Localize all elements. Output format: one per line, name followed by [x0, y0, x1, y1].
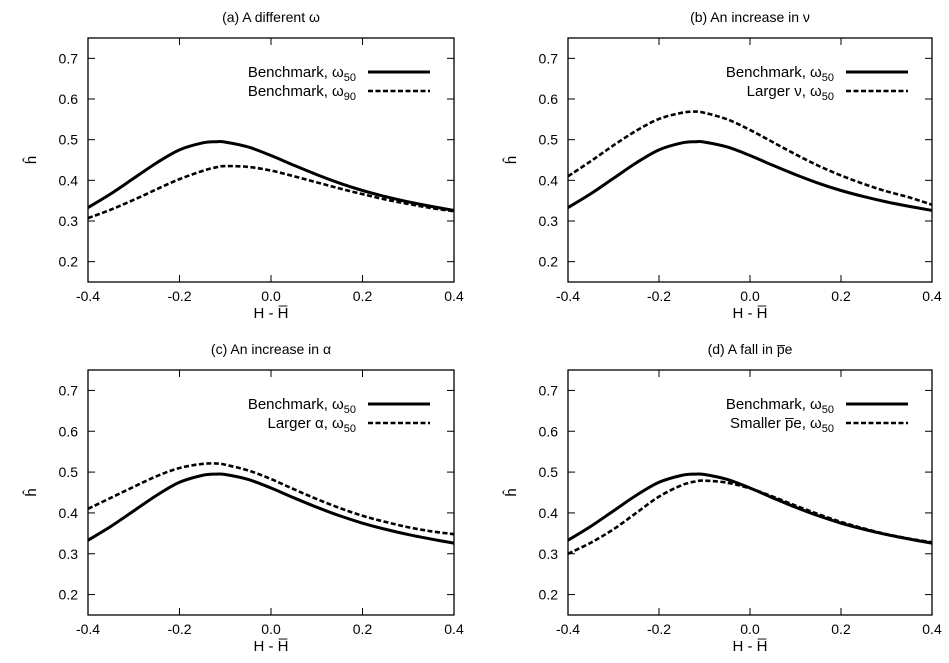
- y-axis-label: ĥ: [22, 488, 40, 496]
- y-tick-label: 0.7: [59, 50, 79, 66]
- y-tick-label: 0.4: [59, 505, 79, 521]
- y-tick-label: 0.2: [539, 254, 559, 270]
- legend-entry-subscript: 50: [344, 423, 356, 435]
- legend-entry-text: Benchmark, ω: [726, 396, 822, 413]
- x-tick-label: 0.0: [740, 288, 760, 304]
- y-axis-label: ĥ: [22, 156, 40, 164]
- y-tick-label: 0.6: [59, 423, 79, 439]
- series-line-dashed: [567, 479, 933, 555]
- series-line-solid: [87, 472, 455, 545]
- x-axis-label: H - H̅: [733, 638, 768, 655]
- y-tick-label: 0.6: [539, 423, 559, 439]
- x-axis-label: H - H̅: [733, 305, 768, 322]
- x-tick-label: -0.2: [167, 621, 191, 637]
- chart-panel-2: (b) An increase in ν -0.4 -0.2 0.0 0.2 0.4 0.2…: [502, 9, 942, 322]
- y-tick-label: 0.4: [539, 505, 559, 521]
- chart-panel-4: (d) A fall in p̅e -0.4 -0.2 0.0 0.2 0.4 0.2 0.3…: [502, 341, 942, 655]
- y-tick-label: 0.6: [539, 91, 559, 107]
- y-tick-label: 0.3: [59, 213, 79, 229]
- x-tick-label: -0.4: [76, 621, 100, 637]
- x-axis-label: H - H̅: [254, 305, 289, 322]
- y-tick-label: 0.5: [59, 464, 79, 480]
- y-tick-label: 0.2: [59, 587, 79, 603]
- y-tick-label: 0.6: [59, 91, 79, 107]
- legend-entry-label: Larger α, ω50: [268, 415, 357, 435]
- legend-entry-label: Benchmark, ω90: [248, 83, 356, 103]
- legend-entry-text: Larger α, ω: [268, 415, 345, 432]
- y-axis-label: ĥ: [502, 488, 520, 496]
- x-tick-label: -0.4: [76, 288, 100, 304]
- legend-entry-text: Benchmark, ω: [248, 64, 344, 81]
- chart-title: (b) An increase in ν: [690, 9, 810, 25]
- legend-entry-subscript: 50: [822, 72, 834, 84]
- x-tick-label: -0.2: [167, 288, 191, 304]
- legend-entry-text: Benchmark, ω: [248, 83, 344, 100]
- legend-entry-text: Benchmark, ω: [248, 396, 344, 413]
- chart-panel-3: (c) An increase in α -0.4 -0.2 0.0 0.2 0.4 0.2…: [22, 341, 464, 655]
- x-tick-label: 0.0: [261, 288, 281, 304]
- x-tick-label: 0.2: [353, 288, 373, 304]
- y-tick-label: 0.7: [59, 382, 79, 398]
- series-line-solid: [87, 140, 455, 212]
- legend-entry-subscript: 50: [344, 404, 356, 416]
- x-tick-label: 0.2: [831, 288, 851, 304]
- legend-entry-text: Smaller p̅e, ω: [730, 415, 822, 432]
- x-tick-label: 0.4: [444, 621, 464, 637]
- legend-entry-subscript: 50: [822, 423, 834, 435]
- y-tick-label: 0.3: [539, 546, 559, 562]
- series-line-dashed: [567, 110, 933, 206]
- y-tick-label: 0.4: [59, 172, 79, 188]
- y-tick-label: 0.4: [539, 172, 559, 188]
- legend-entry-label: Benchmark, ω50: [726, 396, 834, 416]
- y-tick-label: 0.5: [539, 464, 559, 480]
- y-tick-label: 0.3: [59, 546, 79, 562]
- y-tick-label: 0.2: [539, 587, 559, 603]
- legend-entry-subscript: 50: [822, 404, 834, 416]
- y-tick-label: 0.3: [539, 213, 559, 229]
- y-tick-label: 0.7: [539, 50, 559, 66]
- series-line-dashed: [87, 164, 455, 220]
- legend-entry-subscript: 50: [344, 72, 356, 84]
- legend-entry-label: Benchmark, ω50: [248, 396, 356, 416]
- y-tick-label: 0.7: [539, 382, 559, 398]
- legend-entry-label: Benchmark, ω50: [726, 64, 834, 84]
- chart-panel-1: (a) A different ω -0.4 -0.2 0.0 0.2 0.4 0.2 0.3…: [22, 9, 464, 322]
- y-tick-label: 0.5: [59, 132, 79, 148]
- series-line-dashed: [87, 462, 455, 536]
- x-tick-label: 0.0: [261, 621, 281, 637]
- legend-entry-label: Larger ν, ω50: [747, 83, 834, 103]
- x-tick-label: 0.0: [740, 621, 760, 637]
- legend-entry-text: Benchmark, ω: [726, 64, 822, 81]
- chart-title: (a) A different ω: [222, 9, 320, 25]
- x-tick-label: -0.2: [647, 621, 671, 637]
- x-tick-label: 0.2: [831, 621, 851, 637]
- x-tick-label: 0.4: [922, 288, 942, 304]
- x-tick-label: 0.4: [444, 288, 464, 304]
- legend-entry-label: Benchmark, ω50: [248, 64, 356, 84]
- legend-entry-subscript: 90: [344, 91, 356, 103]
- x-tick-label: -0.4: [556, 288, 580, 304]
- x-tick-label: -0.2: [647, 288, 671, 304]
- chart-title: (d) A fall in p̅e: [708, 341, 793, 357]
- x-tick-label: 0.2: [353, 621, 373, 637]
- y-tick-label: 0.2: [59, 254, 79, 270]
- x-axis-label: H - H̅: [254, 638, 289, 655]
- x-tick-label: 0.4: [922, 621, 942, 637]
- chart-title: (c) An increase in α: [211, 341, 331, 357]
- y-tick-label: 0.5: [539, 132, 559, 148]
- x-tick-label: -0.4: [556, 621, 580, 637]
- series-line-solid: [567, 140, 933, 212]
- y-axis-label: ĥ: [502, 156, 520, 164]
- legend-entry-subscript: 50: [822, 91, 834, 103]
- legend-entry-text: Larger ν, ω: [747, 83, 822, 100]
- legend-entry-label: Smaller p̅e, ω50: [730, 415, 834, 435]
